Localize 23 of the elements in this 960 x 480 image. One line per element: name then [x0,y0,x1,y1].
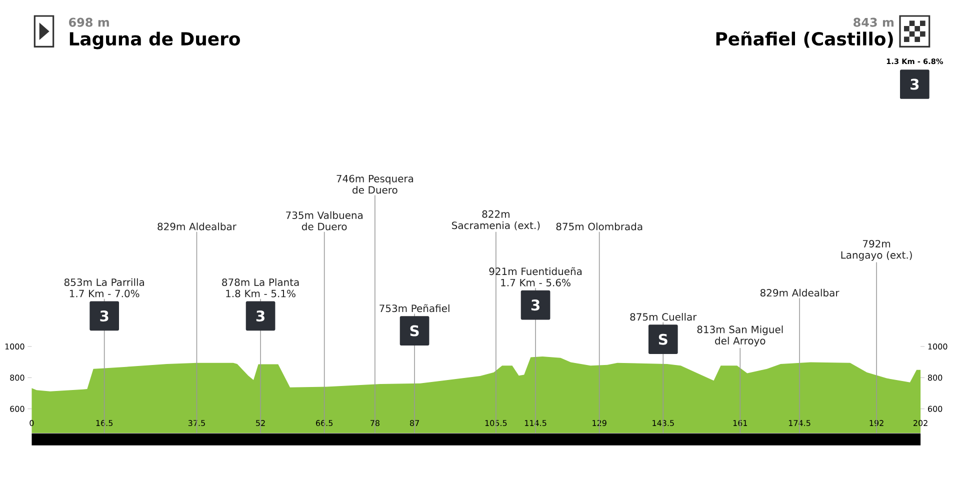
ref-line-label: 735m Valbuena de Duero [286,211,363,230]
text: S [410,325,419,336]
text: 3 [256,310,264,322]
text: 698 m [69,18,109,27]
ref-line-label: 875m Cuellar [630,312,697,321]
ref-line-label: 878m La Planta 1.8 Km - 5.1% [222,278,299,298]
ref-line-label: 853m La Parrilla 1.7 Km - 7.0% [64,278,144,298]
text: Laguna de Duero [70,32,240,50]
text: Peñafiel (Castillo) [716,31,893,48]
text: S [658,334,668,345]
ref-line-label: 813m San Miguel del Arroyo [697,326,783,346]
ref-line-label: 921m Fuentidueña 1.7 Km - 5.6% [489,267,582,286]
ref-line-label: 792m Langayo (ext.) [841,240,912,261]
text: 843 m [854,18,894,27]
ref-line-label: 753m Peñafiel [380,304,450,312]
ref-line-label: 829m Aldealbar [158,222,236,230]
ref-line-label: 875m Olombrada [556,222,642,230]
text: 3 [910,78,919,90]
ref-line-label: 746m Pesquera de Duero [336,174,414,194]
ref-line-label: 822m Sacramenia (ext.) [452,210,540,230]
text: 3 [531,300,540,311]
text: 3 [100,310,108,322]
ref-line-label: 829m Aldealbar [760,288,840,297]
